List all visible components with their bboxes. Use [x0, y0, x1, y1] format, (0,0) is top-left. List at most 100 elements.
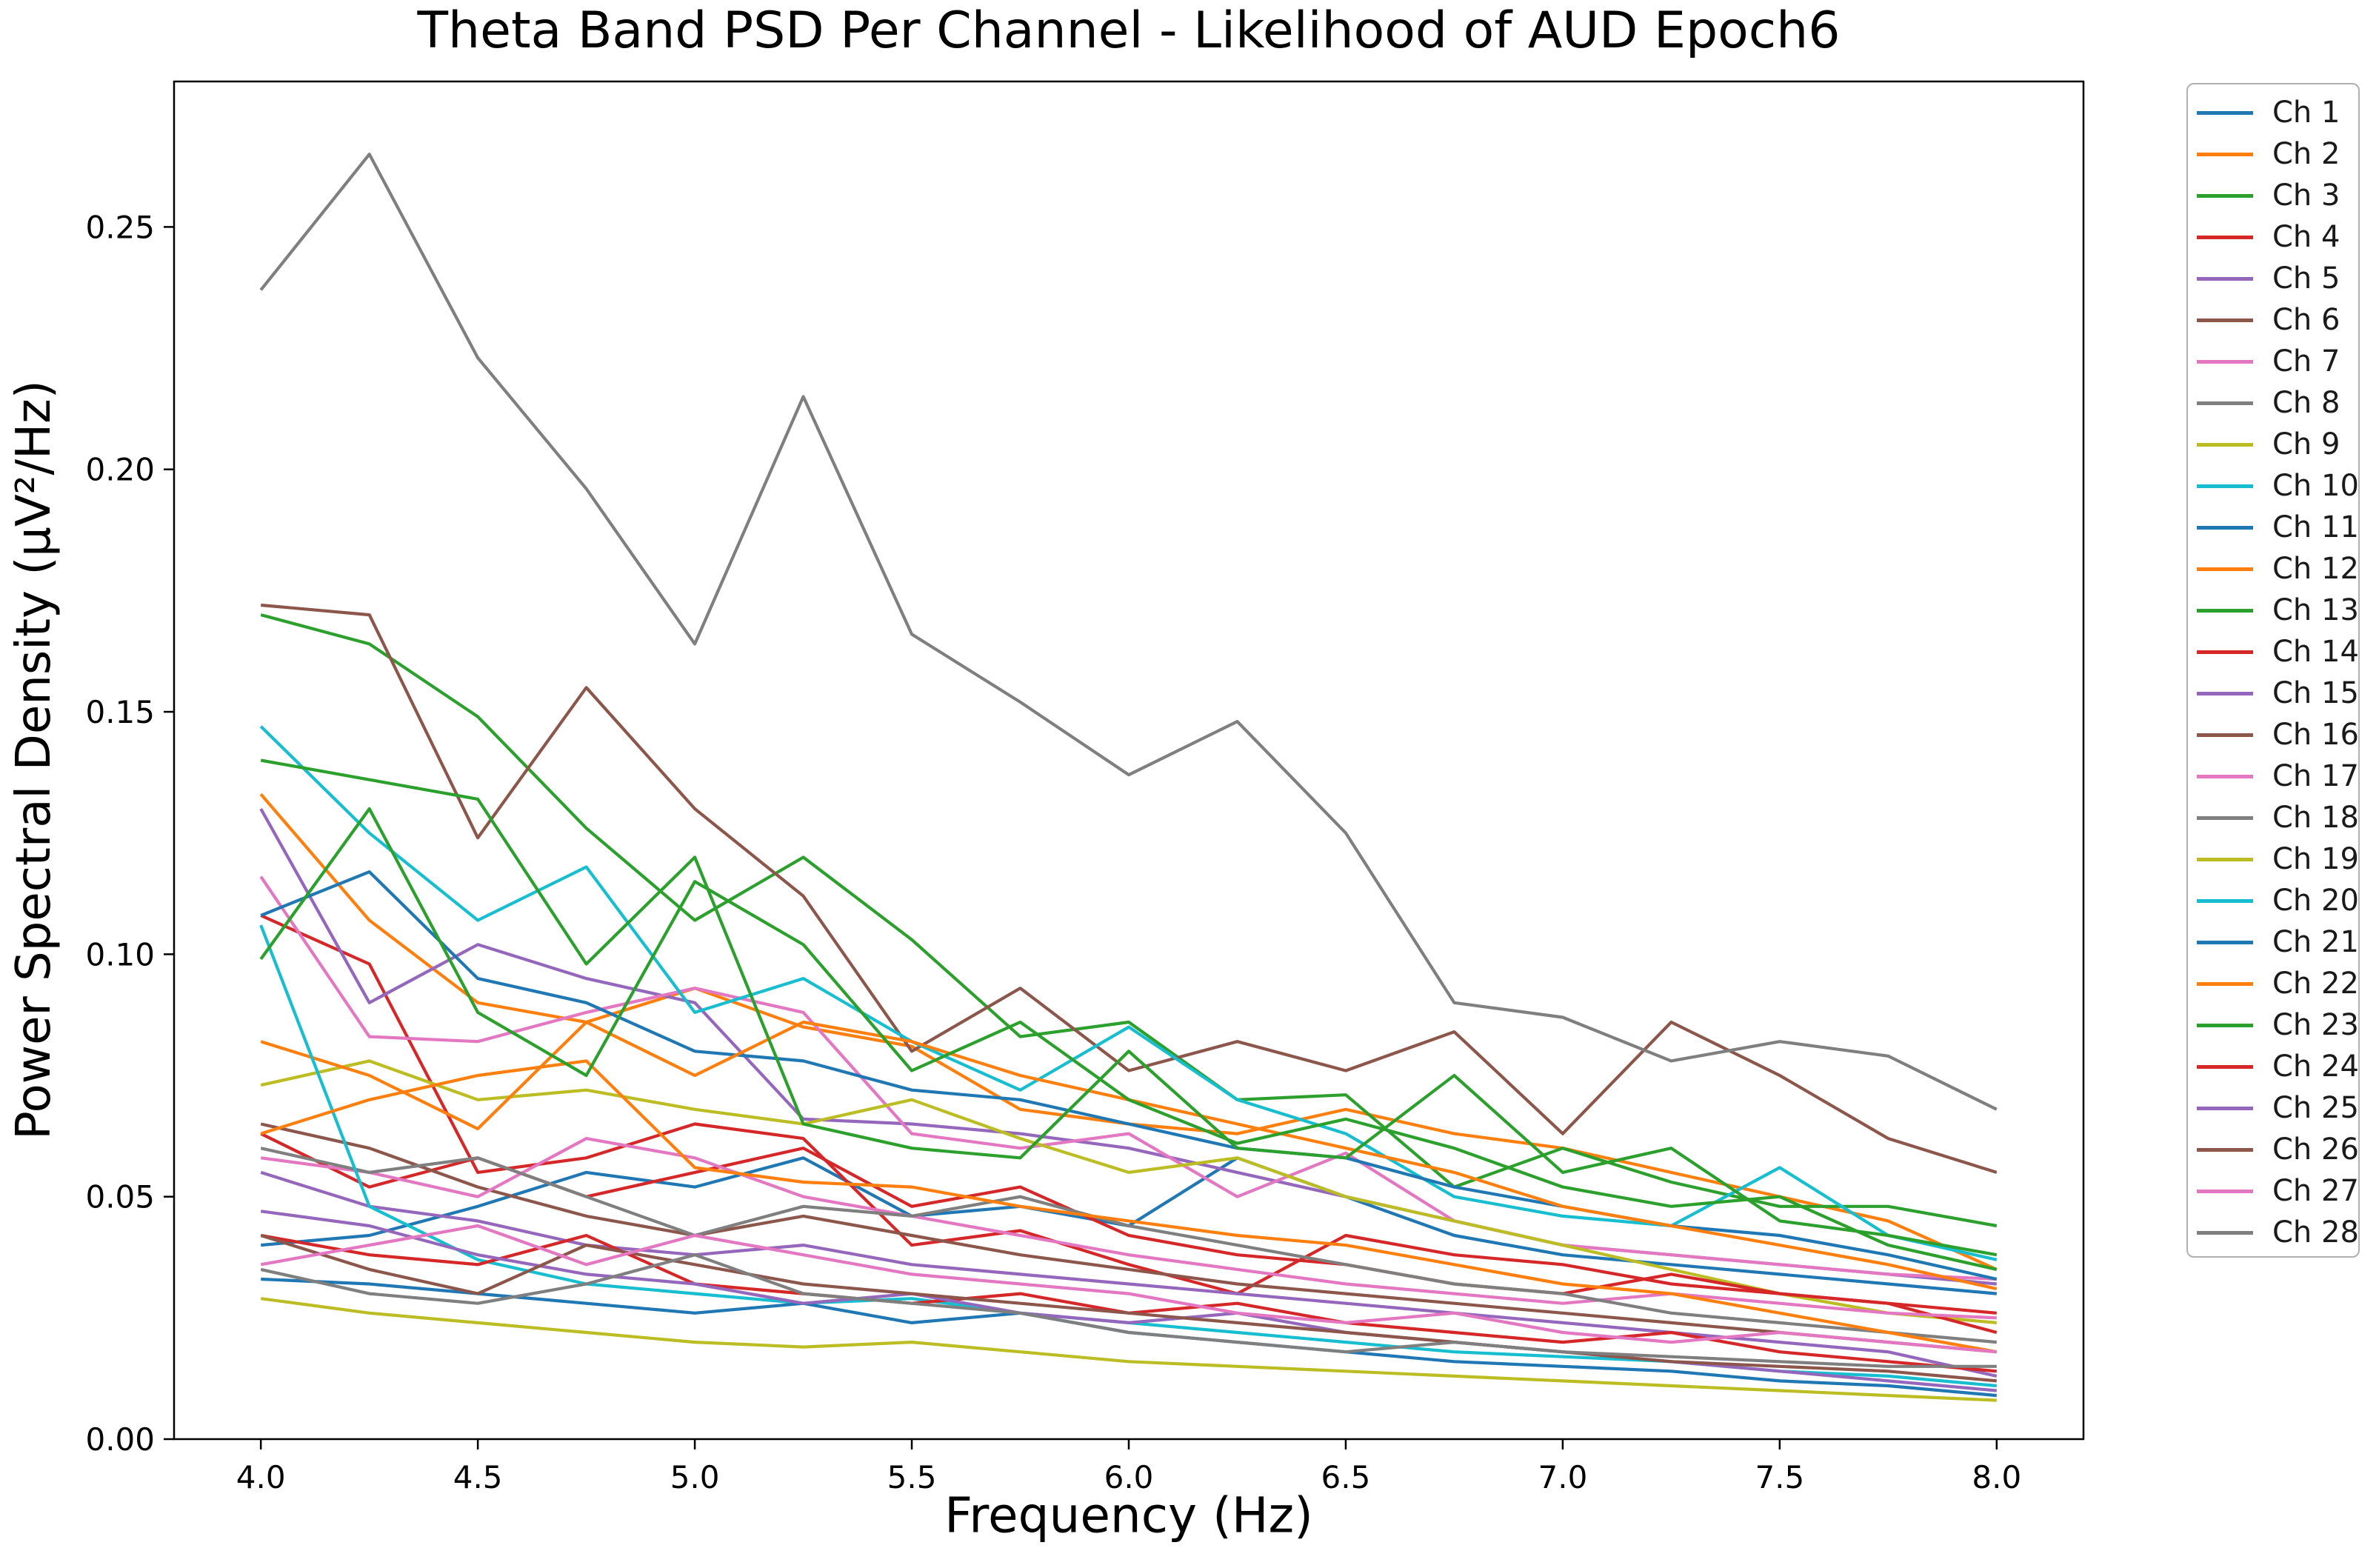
legend-line-swatch	[2197, 276, 2253, 281]
y-tick-label: 0.25	[85, 209, 155, 245]
y-tick-label: 0.10	[85, 936, 155, 973]
legend-label: Ch 28	[2272, 1215, 2359, 1250]
series-line-ch-12	[260, 1020, 1998, 1291]
legend-line-swatch	[2197, 1023, 2253, 1027]
legend-label: Ch 24	[2272, 1050, 2359, 1084]
legend-item-ch-1: Ch 1	[2197, 92, 2358, 133]
legend-item-ch-13: Ch 13	[2197, 590, 2359, 631]
y-tick-label: 0.15	[85, 694, 155, 730]
legend-item-ch-3: Ch 3	[2197, 175, 2358, 216]
legend-line-swatch	[2197, 152, 2253, 156]
legend-line-swatch	[2197, 691, 2253, 695]
legend-item-ch-6: Ch 6	[2197, 299, 2358, 341]
legend-label: Ch 21	[2272, 925, 2359, 959]
legend-label: Ch 11	[2272, 510, 2359, 544]
legend-item-ch-18: Ch 18	[2197, 797, 2359, 838]
series-line-ch-9	[260, 1059, 1997, 1324]
legend-line-swatch	[2197, 733, 2253, 737]
legend-label: Ch 20	[2272, 884, 2359, 918]
legend-line-swatch	[2197, 235, 2253, 239]
legend-label: Ch 17	[2272, 759, 2359, 793]
legend-line-swatch	[2197, 981, 2253, 986]
series-line-ch-27	[260, 1224, 1997, 1354]
x-tick-label: 7.5	[1755, 1459, 1804, 1495]
legend-label: Ch 5	[2272, 261, 2340, 296]
series-line-ch-15	[260, 1170, 1998, 1378]
legend-item-ch-23: Ch 23	[2197, 1004, 2359, 1046]
legend-item-ch-17: Ch 17	[2197, 755, 2359, 797]
legend-line-swatch	[2197, 359, 2253, 364]
legend-label: Ch 19	[2272, 842, 2359, 876]
series-line-ch-28	[260, 1253, 1997, 1368]
legend-item-ch-19: Ch 19	[2197, 838, 2359, 880]
legend-item-ch-20: Ch 20	[2197, 880, 2359, 921]
series-line-ch-17	[260, 1136, 1997, 1320]
legend-line-swatch	[2197, 774, 2253, 778]
x-tick-label: 4.0	[236, 1459, 286, 1495]
legend-label: Ch 27	[2272, 1174, 2359, 1208]
legend-line-swatch	[2197, 193, 2253, 198]
series-line-ch-26	[260, 1233, 1997, 1383]
legend-item-ch-25: Ch 25	[2197, 1087, 2359, 1129]
legend-item-ch-5: Ch 5	[2197, 258, 2358, 299]
legend-item-ch-2: Ch 2	[2197, 133, 2358, 175]
legend-label: Ch 25	[2272, 1091, 2359, 1125]
legend-label: Ch 26	[2272, 1132, 2359, 1167]
legend-line-swatch	[2197, 567, 2253, 571]
x-tick-label: 6.5	[1321, 1459, 1371, 1495]
legend-line-swatch	[2197, 318, 2253, 322]
series-line-ch-13	[260, 758, 1998, 1257]
y-tick-label: 0.20	[85, 452, 155, 488]
legend-line-swatch	[2197, 401, 2253, 405]
series-line-ch-20	[259, 924, 1997, 1388]
legend-label: Ch 23	[2272, 1008, 2359, 1042]
x-tick-label: 5.0	[670, 1459, 720, 1495]
legend-item-ch-26: Ch 26	[2197, 1129, 2359, 1170]
legend-line-swatch	[2197, 608, 2253, 613]
series-line-ch-16	[260, 1122, 1997, 1354]
legend-item-ch-7: Ch 7	[2197, 341, 2358, 382]
legend-label: Ch 10	[2272, 469, 2359, 503]
legend-label: Ch 6	[2272, 303, 2340, 337]
series-line-ch-5	[259, 807, 1997, 1286]
x-tick-label: 4.5	[453, 1459, 503, 1495]
legend-label: Ch 12	[2272, 552, 2359, 586]
legend-line-swatch	[2197, 1147, 2253, 1152]
legend-line-swatch	[2197, 1230, 2253, 1235]
legend-item-ch-15: Ch 15	[2197, 673, 2359, 714]
legend-line-swatch	[2197, 1106, 2253, 1110]
legend-item-ch-28: Ch 28	[2197, 1212, 2359, 1253]
legend-item-ch-22: Ch 22	[2197, 963, 2359, 1004]
legend-label: Ch 14	[2272, 635, 2359, 669]
series-line-ch-10	[259, 725, 1998, 1261]
series-line-ch-8	[259, 153, 1998, 1111]
legend-label: Ch 8	[2272, 386, 2340, 420]
series-line-ch-3	[260, 613, 1998, 1228]
legend-item-ch-8: Ch 8	[2197, 382, 2358, 424]
legend-line-swatch	[2197, 1189, 2253, 1193]
legend-line-swatch	[2197, 1064, 2253, 1069]
legend: Ch 1 Ch 2 Ch 3 Ch 4 Ch 5 Ch 6 Ch 7 Ch 8 Ch 9 Ch 1…	[2186, 83, 2360, 1258]
legend-line-swatch	[2197, 442, 2253, 447]
x-tick-label: 8.0	[1972, 1459, 2021, 1495]
legend-item-ch-16: Ch 16	[2197, 714, 2359, 755]
legend-item-ch-14: Ch 14	[2197, 631, 2359, 673]
legend-line-swatch	[2197, 940, 2253, 944]
legend-label: Ch 2	[2272, 137, 2340, 171]
legend-line-swatch	[2197, 857, 2253, 861]
legend-label: Ch 22	[2272, 967, 2359, 1001]
legend-item-ch-27: Ch 27	[2197, 1170, 2359, 1212]
legend-item-ch-12: Ch 12	[2197, 548, 2359, 590]
legend-line-swatch	[2197, 484, 2253, 488]
chart-title: Theta Band PSD Per Channel - Likelihood …	[417, 1, 1841, 60]
series-line-ch-23	[259, 807, 1998, 1271]
legend-label: Ch 16	[2272, 718, 2359, 752]
x-tick-label: 6.0	[1104, 1459, 1154, 1495]
legend-line-swatch	[2197, 525, 2253, 530]
legend-item-ch-21: Ch 21	[2197, 921, 2359, 963]
legend-label: Ch 13	[2272, 593, 2359, 627]
legend-label: Ch 1	[2272, 96, 2340, 130]
legend-label: Ch 18	[2272, 801, 2359, 835]
